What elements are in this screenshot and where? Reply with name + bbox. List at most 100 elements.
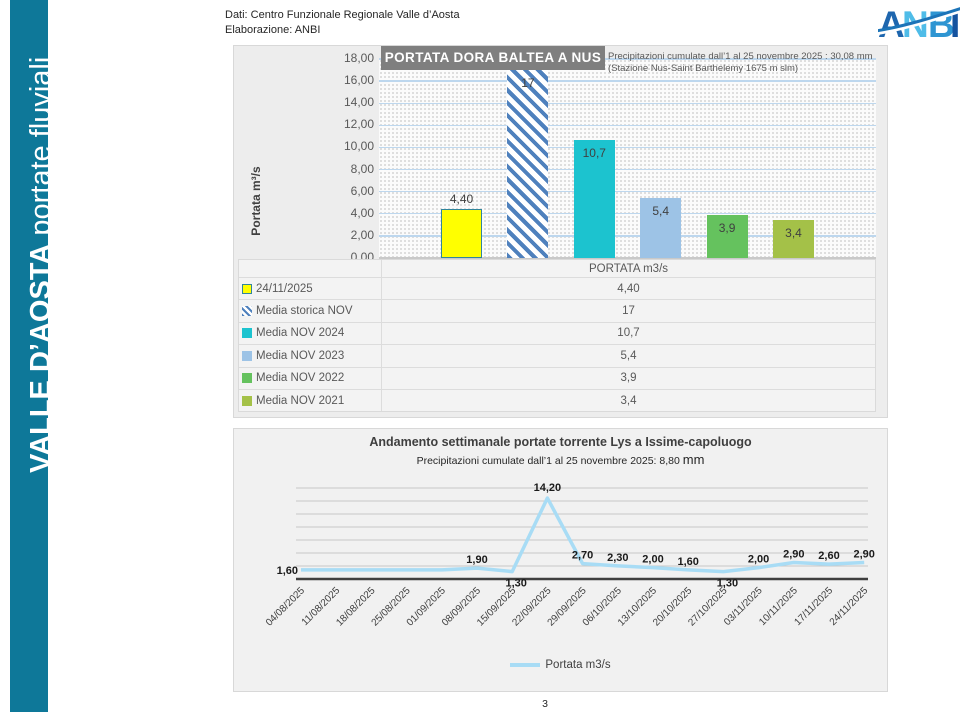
- dora-precip-note: Precipitazioni cumulate dall’1 al 25 nov…: [608, 51, 884, 74]
- lys-subtitle-text: Precipitazioni cumulate dall’1 al 25 nov…: [416, 455, 680, 467]
- lys-legend-label: Portata m3/s: [545, 659, 611, 671]
- legend-table-row: Media NOV 2022 3,9: [239, 366, 875, 389]
- page-number: 3: [542, 698, 548, 710]
- legend-series-label: Media NOV 2024: [256, 327, 345, 340]
- bar-value-label: 10,7: [582, 145, 606, 160]
- gridline: [379, 213, 876, 215]
- legend-table-row: Media NOV 2024 10,7: [239, 321, 875, 345]
- gridline: [379, 235, 876, 237]
- legend-series-value: 3,9: [620, 372, 637, 385]
- legend-swatch: [242, 350, 252, 361]
- bar-value-label: 3,9: [718, 220, 736, 235]
- lys-data-label: 2,70: [572, 550, 593, 562]
- legend-label-cell: Media NOV 2022: [239, 367, 382, 389]
- lys-chart-svg: 1,60 1,90 1,30 14,20 2,70 2,30 2,00 1,60 1,30 2,0…: [264, 482, 875, 628]
- bar: [773, 220, 814, 258]
- dora-y-axis-label: Portata m³/s: [249, 166, 263, 236]
- lys-data-label: 1,60: [677, 556, 698, 568]
- legend-series-value: 10,7: [617, 327, 640, 340]
- note-line-1: Precipitazioni cumulate dall’1 al 25 nov…: [608, 51, 873, 62]
- sidebar-title-bold: VALLE D’AOSTA: [25, 243, 57, 473]
- sidebar-color-band: VALLE D’AOSTA portate fluviali: [10, 0, 57, 712]
- lys-data-label: 1,60: [277, 565, 298, 577]
- note-line-2: (Stazione Nus-Saint Barthelemy 1675 m sl…: [608, 62, 799, 74]
- sidebar-title: VALLE D’AOSTA portate fluviali: [24, 57, 58, 473]
- lys-data-label: 2,00: [642, 554, 663, 566]
- dora-plot: 4,40 17 10,7 5,4 3,9 3,4: [379, 58, 876, 259]
- y-tick-label: 10,00: [343, 139, 374, 154]
- legend-table-row: 24/11/2025 4,40: [239, 277, 875, 300]
- legend-table: PORTATA m3/s 24/11/2025 4,40 Media storica…: [238, 259, 876, 413]
- bar-value-label: 5,4: [652, 204, 670, 219]
- gridline: [379, 58, 876, 60]
- lys-chart-title: Andamento settimanale portate torrente L…: [369, 435, 752, 449]
- svg-text:A: A: [878, 4, 904, 45]
- y-tick-label: 4,00: [350, 205, 374, 220]
- legend-label-cell: Media NOV 2021: [239, 389, 382, 412]
- legend-series-label: 24/11/2025: [256, 282, 313, 295]
- legend-swatch: [242, 283, 252, 294]
- lys-subtitle-unit: mm: [682, 452, 705, 467]
- bar-value-label: 17: [521, 76, 535, 91]
- lys-data-label: 2,90: [853, 548, 874, 560]
- bar: [573, 139, 615, 258]
- legend-header-empty-cell: [239, 260, 382, 277]
- gridline: [379, 168, 876, 171]
- legend-header-value-column: PORTATA m3/s: [588, 262, 669, 275]
- dora-chart-title: PORTATA DORA BALTEA A NUS: [381, 46, 605, 70]
- gridline: [379, 190, 876, 193]
- lys-legend-line-icon: [510, 663, 541, 667]
- legend-swatch: [242, 373, 252, 384]
- credits-line-2: Elaborazione: ANBI: [225, 24, 321, 36]
- legend-label-cell: Media storica NOV: [239, 300, 382, 322]
- bar: [441, 209, 482, 258]
- legend-table-row: Media storica NOV 17: [239, 299, 875, 322]
- legend-series-value: 5,4: [620, 349, 637, 362]
- lys-data-label: 2,90: [783, 548, 804, 560]
- lys-data-label: 1,90: [466, 554, 487, 566]
- legend-table-row: Media NOV 2023 5,4: [239, 344, 875, 367]
- legend-series-label: Media NOV 2023: [256, 349, 345, 362]
- legend-label-cell: Media NOV 2024: [239, 322, 382, 345]
- legend-series-label: Media NOV 2021: [256, 394, 345, 407]
- lys-x-tick-label: 24/11/2025: [828, 585, 871, 628]
- lys-data-label: 1,30: [717, 578, 738, 590]
- lys-data-label: 2,60: [818, 550, 839, 562]
- logo-swoosh: [878, 7, 960, 33]
- y-tick-label: 6,00: [350, 183, 374, 198]
- lys-data-label: 2,00: [748, 554, 769, 566]
- logo-swoosh-cut: [878, 8, 960, 35]
- bar: [507, 70, 549, 258]
- y-tick-label: 2,00: [350, 227, 374, 242]
- lys-legend: Portata m3/s: [234, 659, 887, 671]
- legend-label-cell: 24/11/2025: [239, 278, 382, 300]
- gridline: [379, 80, 876, 82]
- y-tick-label: 14,00: [343, 95, 374, 110]
- legend-series-label: Media NOV 2022: [256, 372, 345, 385]
- gridline: [379, 257, 876, 259]
- gridline: [379, 146, 876, 149]
- lys-series-line: [301, 496, 865, 574]
- y-tick-label: 16,00: [343, 73, 374, 88]
- credits: Dati: Centro Funzionale Regionale Valle …: [225, 8, 460, 38]
- legend-series-label: Media storica NOV: [256, 305, 353, 318]
- svg-text:I: I: [950, 4, 960, 45]
- legend-swatch: [242, 395, 252, 406]
- lys-data-label: 14,20: [534, 482, 562, 494]
- lys-data-label: 1,30: [505, 578, 526, 590]
- lys-data-label: 2,30: [607, 552, 628, 564]
- anbi-logo: A N B I: [878, 4, 960, 45]
- lys-chart: Andamento settimanale portate torrente L…: [233, 428, 888, 692]
- bar: [640, 198, 682, 258]
- legend-table-header-row: PORTATA m3/s: [239, 260, 875, 277]
- legend-swatch: [242, 306, 252, 317]
- legend-series-value: 17: [622, 305, 635, 318]
- dora-baltea-chart: PORTATA DORA BALTEA A NUS Precipitazioni…: [233, 45, 888, 418]
- lys-chart-subtitle: Precipitazioni cumulate dall’1 al 25 nov…: [234, 452, 887, 467]
- legend-series-value: 3,4: [620, 394, 637, 407]
- y-tick-label: 12,00: [343, 117, 374, 132]
- gridline: [379, 102, 876, 104]
- legend-table-row: Media NOV 2021 3,4: [239, 388, 875, 412]
- credits-line-1: Dati: Centro Funzionale Regionale Valle …: [225, 9, 460, 21]
